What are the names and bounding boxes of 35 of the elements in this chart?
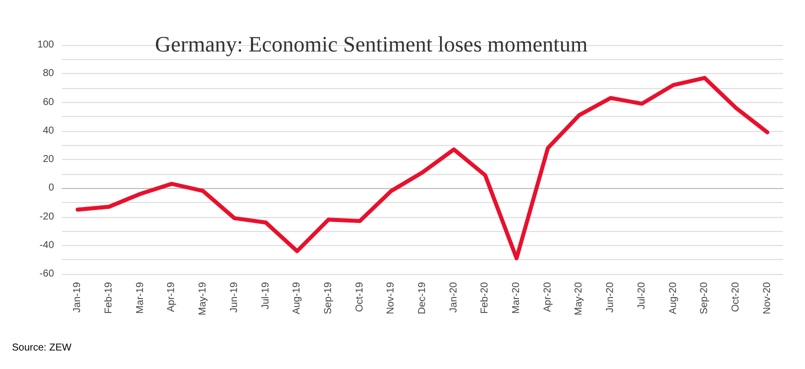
x-tick-label: Oct-19 (354, 282, 366, 312)
x-tick-label: Mar-20 (511, 282, 522, 314)
x-tick-label: Jan-19 (72, 282, 84, 313)
y-tick-label: 20 (42, 154, 54, 165)
y-tick-label: 0 (48, 182, 54, 194)
y-tick-label: -40 (40, 240, 54, 251)
y-tick-label: 60 (42, 96, 54, 108)
x-tick-label: Sep-19 (322, 282, 334, 314)
x-tick-label: Feb-19 (104, 282, 115, 314)
x-tick-label: May-19 (198, 282, 209, 316)
chart-title: Germany: Economic Sentiment loses momentum (155, 32, 588, 56)
y-tick-label: -20 (40, 211, 54, 222)
x-tick-label: Jan-20 (448, 282, 460, 313)
x-tick-label: Sep-20 (699, 282, 710, 314)
x-tick-label: Jun-19 (228, 282, 240, 313)
x-tick-label: Jun-20 (605, 282, 616, 313)
y-tick-label: 100 (37, 40, 54, 50)
x-tick-label: Apr-20 (542, 282, 554, 312)
x-tick-label: Feb-20 (480, 282, 491, 314)
y-tick-label: 80 (42, 68, 54, 80)
source-note: Source: ZEW (12, 342, 72, 354)
x-tick-label: Apr-19 (166, 282, 178, 312)
y-tick-label: -60 (40, 268, 54, 280)
x-tick-label: Aug-19 (292, 282, 303, 314)
x-tick-label: Jul-19 (260, 282, 272, 310)
x-tick-label: Oct-20 (730, 282, 742, 312)
x-tick-label: Jul-20 (636, 282, 648, 310)
line-series (76, 76, 770, 260)
x-tick-label: May-20 (574, 282, 585, 316)
x-tick-label: Mar-19 (134, 282, 146, 314)
y-tick-label: 40 (42, 125, 54, 136)
x-tick-label: Dec-19 (417, 282, 428, 314)
x-tick-label: Nov-20 (762, 282, 773, 314)
x-tick-label: Nov-19 (386, 282, 397, 314)
x-tick-label: Aug-20 (668, 282, 679, 314)
